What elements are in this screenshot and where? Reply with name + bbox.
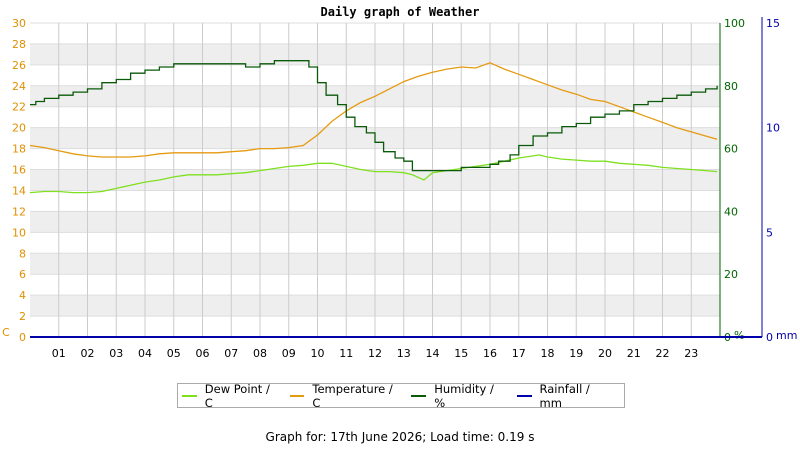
y-tick-left-20: 20 xyxy=(12,122,26,135)
y-tick-humidity-40: 40 xyxy=(724,205,738,218)
footer-load-time: 0.19 s xyxy=(497,430,535,444)
x-tick-14: 14 xyxy=(426,347,440,360)
x-tick-08: 08 xyxy=(253,347,267,360)
y-tick-left-16: 16 xyxy=(12,164,26,177)
x-tick-17: 17 xyxy=(512,347,526,360)
x-tick-02: 02 xyxy=(81,347,95,360)
x-tick-09: 09 xyxy=(282,347,296,360)
x-tick-18: 18 xyxy=(541,347,555,360)
x-tick-22: 22 xyxy=(656,347,670,360)
x-tick-06: 06 xyxy=(196,347,210,360)
y-tick-left-22: 22 xyxy=(12,101,26,114)
x-tick-23: 23 xyxy=(684,347,698,360)
series-line-0 xyxy=(29,154,718,194)
y-tick-humidity-100: 100 xyxy=(724,17,745,30)
legend-swatch-dew-point xyxy=(182,394,197,397)
y-tick-humidity-20: 20 xyxy=(724,268,738,281)
legend-item-rainfall: Rainfall / mm xyxy=(516,381,610,410)
y-tick-rain-0: 0 xyxy=(766,331,773,344)
y-tick-left-4: 4 xyxy=(19,289,26,302)
y-tick-left-2: 2 xyxy=(19,310,26,323)
y-unit-left: C xyxy=(2,326,10,339)
y-tick-left-14: 14 xyxy=(12,184,26,197)
y-tick-left-24: 24 xyxy=(12,80,26,93)
legend-swatch-humidity xyxy=(411,394,427,397)
y-tick-left-26: 26 xyxy=(12,59,26,72)
legend-label-temperature: Temperature / C xyxy=(312,381,393,410)
x-tick-07: 07 xyxy=(224,347,238,360)
x-tick-03: 03 xyxy=(109,347,123,360)
footer-label: Graph for: xyxy=(265,430,327,444)
x-tick-12: 12 xyxy=(368,347,382,360)
x-tick-04: 04 xyxy=(138,347,152,360)
axes: 024681012141618202224262830C020406080100… xyxy=(2,17,797,360)
legend-item-dew-point: Dew Point / C xyxy=(182,382,276,410)
y-tick-left-8: 8 xyxy=(19,247,26,260)
y-tick-humidity-60: 60 xyxy=(724,143,738,156)
grid-lines xyxy=(30,22,720,338)
legend: Dew Point / C Temperature / C Humidity /… xyxy=(177,381,625,410)
y-tick-left-0: 0 xyxy=(19,331,26,344)
y-tick-left-10: 10 xyxy=(12,226,26,239)
x-tick-19: 19 xyxy=(569,347,583,360)
y-tick-left-28: 28 xyxy=(12,38,26,51)
x-tick-21: 21 xyxy=(627,347,641,360)
y-tick-left-18: 18 xyxy=(12,143,26,156)
legend-swatch-temperature xyxy=(289,394,305,397)
legend-item-temperature: Temperature / C xyxy=(289,381,398,410)
y-tick-left-6: 6 xyxy=(19,268,26,281)
y-tick-rain-15: 15 xyxy=(766,17,780,30)
x-tick-15: 15 xyxy=(454,347,468,360)
footer: Graph for: 17th June 2026; Load time: 0.… xyxy=(0,430,800,444)
series-line-1 xyxy=(29,62,718,158)
y-tick-rain-10: 10 xyxy=(766,122,780,135)
x-tick-01: 01 xyxy=(52,347,66,360)
x-tick-10: 10 xyxy=(311,347,325,360)
y-unit-humidity: % xyxy=(734,329,744,342)
y-tick-left-30: 30 xyxy=(12,17,26,30)
y-unit-rain: mm xyxy=(776,329,797,342)
footer-load-label: ; Load time: xyxy=(422,430,494,444)
x-tick-13: 13 xyxy=(397,347,411,360)
chart-title: Daily graph of Weather xyxy=(320,5,480,19)
x-tick-16: 16 xyxy=(483,347,497,360)
x-tick-05: 05 xyxy=(167,347,181,360)
legend-label-dew-point: Dew Point / C xyxy=(204,381,270,410)
footer-date: 17th June 2026 xyxy=(330,430,423,444)
y-tick-left-12: 12 xyxy=(12,205,26,218)
legend-label-rainfall: Rainfall / mm xyxy=(539,381,590,410)
x-tick-20: 20 xyxy=(598,347,612,360)
legend-item-humidity: Humidity / % xyxy=(411,382,502,410)
y-tick-rain-5: 5 xyxy=(766,226,773,239)
series-line-2 xyxy=(30,60,718,172)
legend-label-humidity: Humidity / % xyxy=(434,381,494,410)
legend-swatch-rainfall xyxy=(516,394,532,397)
x-tick-11: 11 xyxy=(339,347,353,360)
y-tick-humidity-80: 80 xyxy=(724,80,738,93)
